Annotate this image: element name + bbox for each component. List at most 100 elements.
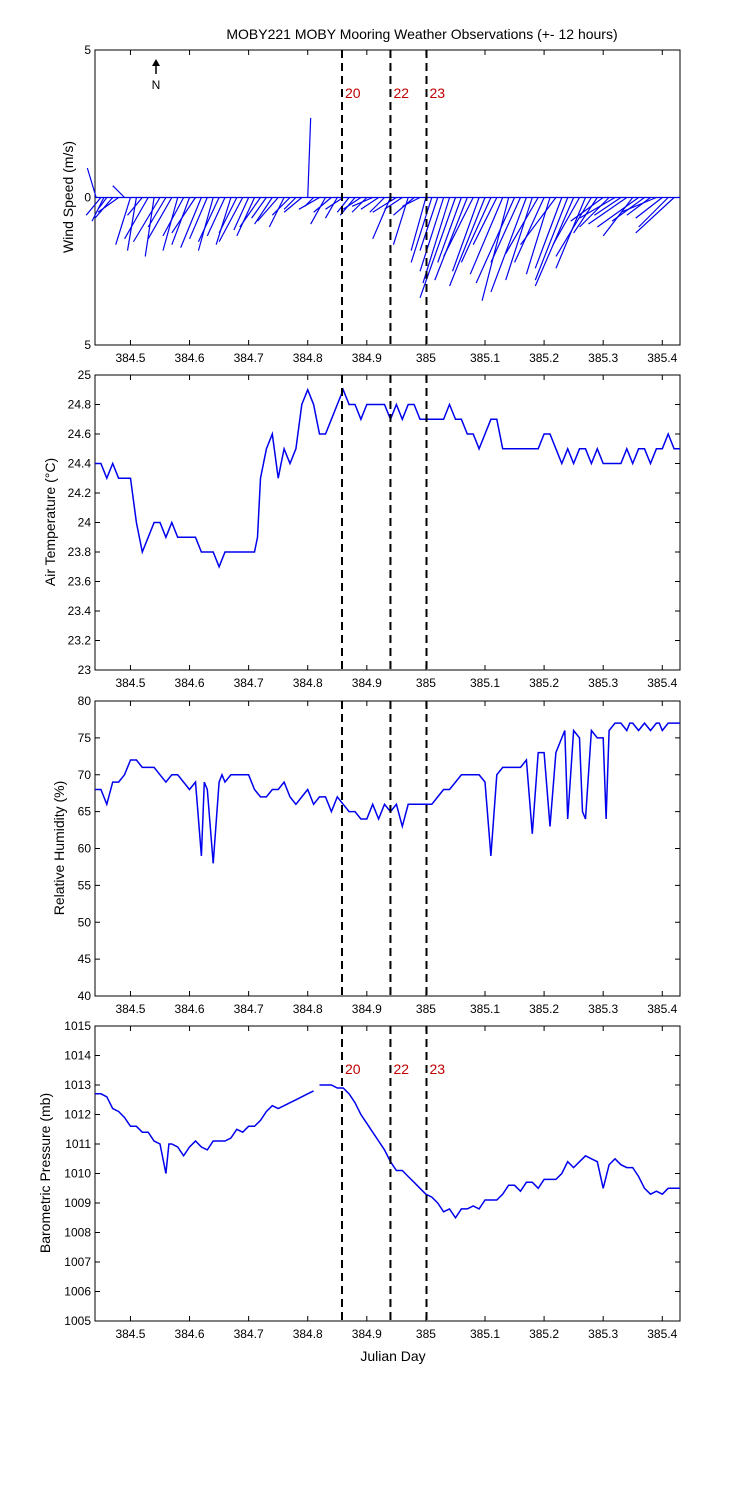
x-tick-label: 385.4: [647, 676, 677, 690]
wind-stick: [86, 167, 97, 198]
x-tick-label: 385.2: [529, 1002, 559, 1016]
x-tick-label: 385.1: [470, 1327, 500, 1341]
x-tick-label: 384.7: [234, 1327, 264, 1341]
wind-stick: [410, 197, 433, 263]
wind-stick: [218, 197, 238, 234]
x-tick-label: 385: [416, 676, 436, 690]
y-tick-label: 23: [78, 663, 92, 677]
wind-stick: [144, 197, 155, 257]
wind-stick: [171, 197, 191, 245]
wind-stick: [594, 197, 622, 216]
wind-stick: [534, 197, 563, 269]
x-tick-label: 384.9: [352, 1002, 382, 1016]
x-tick-label: 385.2: [529, 351, 559, 365]
x-tick-label: 384.6: [175, 676, 205, 690]
y-tick-label: 60: [78, 842, 92, 856]
wind-stick: [372, 197, 392, 240]
wind-stick: [324, 197, 338, 219]
y-tick-label: 24: [78, 516, 92, 530]
event-label: 23: [430, 85, 446, 101]
wind-stick: [283, 197, 297, 210]
y-tick-label: 25: [78, 368, 92, 382]
wind-stick: [369, 197, 385, 213]
x-tick-label: 384.6: [175, 351, 205, 365]
wind-stick: [298, 196, 320, 210]
wind-stick: [147, 197, 167, 228]
wind-stick: [596, 197, 639, 228]
wind-ylabel: Wind Speed (m/s): [60, 141, 76, 253]
y-tick-label: 1006: [64, 1285, 91, 1299]
wind-stick: [520, 197, 557, 246]
wind-stick: [475, 197, 516, 284]
humidity-ylabel: Relative Humidity (%): [51, 781, 67, 916]
y-tick-label: 24.6: [68, 427, 92, 441]
wind-stick: [197, 197, 220, 243]
series-line: [95, 721, 680, 864]
x-tick-label: 385.1: [470, 351, 500, 365]
wind-stick: [283, 197, 303, 213]
y-tick-label: 1009: [64, 1196, 91, 1210]
x-tick-label: 385.4: [647, 1002, 677, 1016]
wind-stick: [91, 197, 105, 222]
y-tick-label: 5: [84, 43, 91, 57]
wind-stick: [189, 197, 208, 240]
y-tick-label: 1015: [64, 1019, 91, 1033]
y-tick-label: 45: [78, 952, 92, 966]
y-tick-label: 24.2: [68, 486, 92, 500]
wind-stick: [254, 197, 273, 225]
x-tick-label: 385.4: [647, 1327, 677, 1341]
y-tick-label: 1014: [64, 1049, 91, 1063]
wind-stick: [552, 197, 581, 245]
x-tick-label: 385.3: [588, 1327, 618, 1341]
wind-stick: [325, 197, 344, 210]
series-line: [95, 1090, 314, 1174]
wind-stick: [115, 197, 132, 245]
wind-stick: [236, 197, 256, 237]
y-tick-label: 70: [78, 768, 92, 782]
wind-stick: [505, 197, 533, 281]
y-tick-label: 1008: [64, 1226, 91, 1240]
y-tick-label: 23.2: [68, 634, 92, 648]
series-line: [95, 387, 680, 569]
x-tick-label: 384.5: [115, 676, 145, 690]
x-tick-label: 384.8: [293, 1327, 323, 1341]
x-tick-label: 384.5: [115, 351, 145, 365]
wind-stick: [422, 197, 451, 284]
event-label: 22: [393, 85, 409, 101]
wind-stick: [534, 197, 569, 281]
wind-stick: [218, 197, 244, 243]
x-tick-label: 384.6: [175, 1327, 205, 1341]
wind-stick: [579, 196, 616, 219]
wind-stick: [180, 197, 202, 248]
x-tick-label: 384.7: [234, 676, 264, 690]
wind-stick: [162, 197, 179, 251]
air-temp-plot-frame: [94, 374, 681, 671]
wind-stick: [313, 197, 332, 213]
humidity-plot-frame: [94, 700, 681, 997]
air-temp-ylabel: Air Temperature (°C): [42, 458, 58, 586]
wind-stick: [97, 197, 108, 210]
wind-stick: [310, 197, 326, 225]
wind-stick: [124, 197, 149, 240]
wind-stick: [588, 197, 628, 225]
event-label: 23: [430, 1061, 446, 1077]
y-tick-label: 24.8: [68, 398, 92, 412]
wind-stick: [85, 197, 102, 216]
x-tick-label: 385: [416, 1002, 436, 1016]
x-tick-label: 384.9: [352, 676, 382, 690]
wind-stick: [505, 197, 539, 254]
wind-stick: [215, 197, 232, 245]
x-tick-label: 385.3: [588, 676, 618, 690]
y-tick-label: 75: [78, 731, 92, 745]
y-tick-label: 55: [78, 878, 92, 892]
y-tick-label: 1011: [65, 1137, 91, 1151]
x-tick-label: 384.7: [234, 1002, 264, 1016]
wind-stick: [419, 197, 457, 298]
relative-humidity-panel: Relative Humidity (%) 384.5 384.6 384.7 384…: [51, 694, 681, 1016]
x-tick-label: 384.9: [352, 1327, 382, 1341]
x-tick-label: 385.4: [647, 351, 677, 365]
wind-stick: [147, 197, 173, 240]
y-tick-label: 40: [78, 989, 92, 1003]
wind-stick: [372, 196, 397, 213]
